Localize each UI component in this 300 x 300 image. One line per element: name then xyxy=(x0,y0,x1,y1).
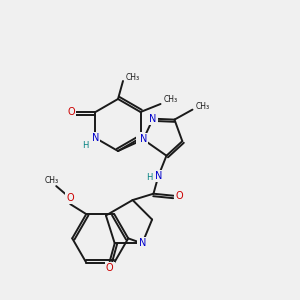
Text: O: O xyxy=(176,191,183,201)
Text: CH₃: CH₃ xyxy=(164,94,178,103)
Text: O: O xyxy=(68,107,75,117)
Text: H: H xyxy=(146,173,153,182)
Text: CH₃: CH₃ xyxy=(126,73,140,82)
Text: N: N xyxy=(92,133,99,143)
Text: N: N xyxy=(155,171,162,181)
Text: N: N xyxy=(149,114,157,124)
Text: N: N xyxy=(139,238,146,248)
Text: CH₃: CH₃ xyxy=(44,176,58,184)
Text: O: O xyxy=(106,263,113,273)
Text: H: H xyxy=(82,140,89,149)
Text: O: O xyxy=(66,193,74,203)
Text: N: N xyxy=(140,134,147,145)
Text: CH₃: CH₃ xyxy=(196,102,210,111)
Text: N: N xyxy=(137,133,144,143)
